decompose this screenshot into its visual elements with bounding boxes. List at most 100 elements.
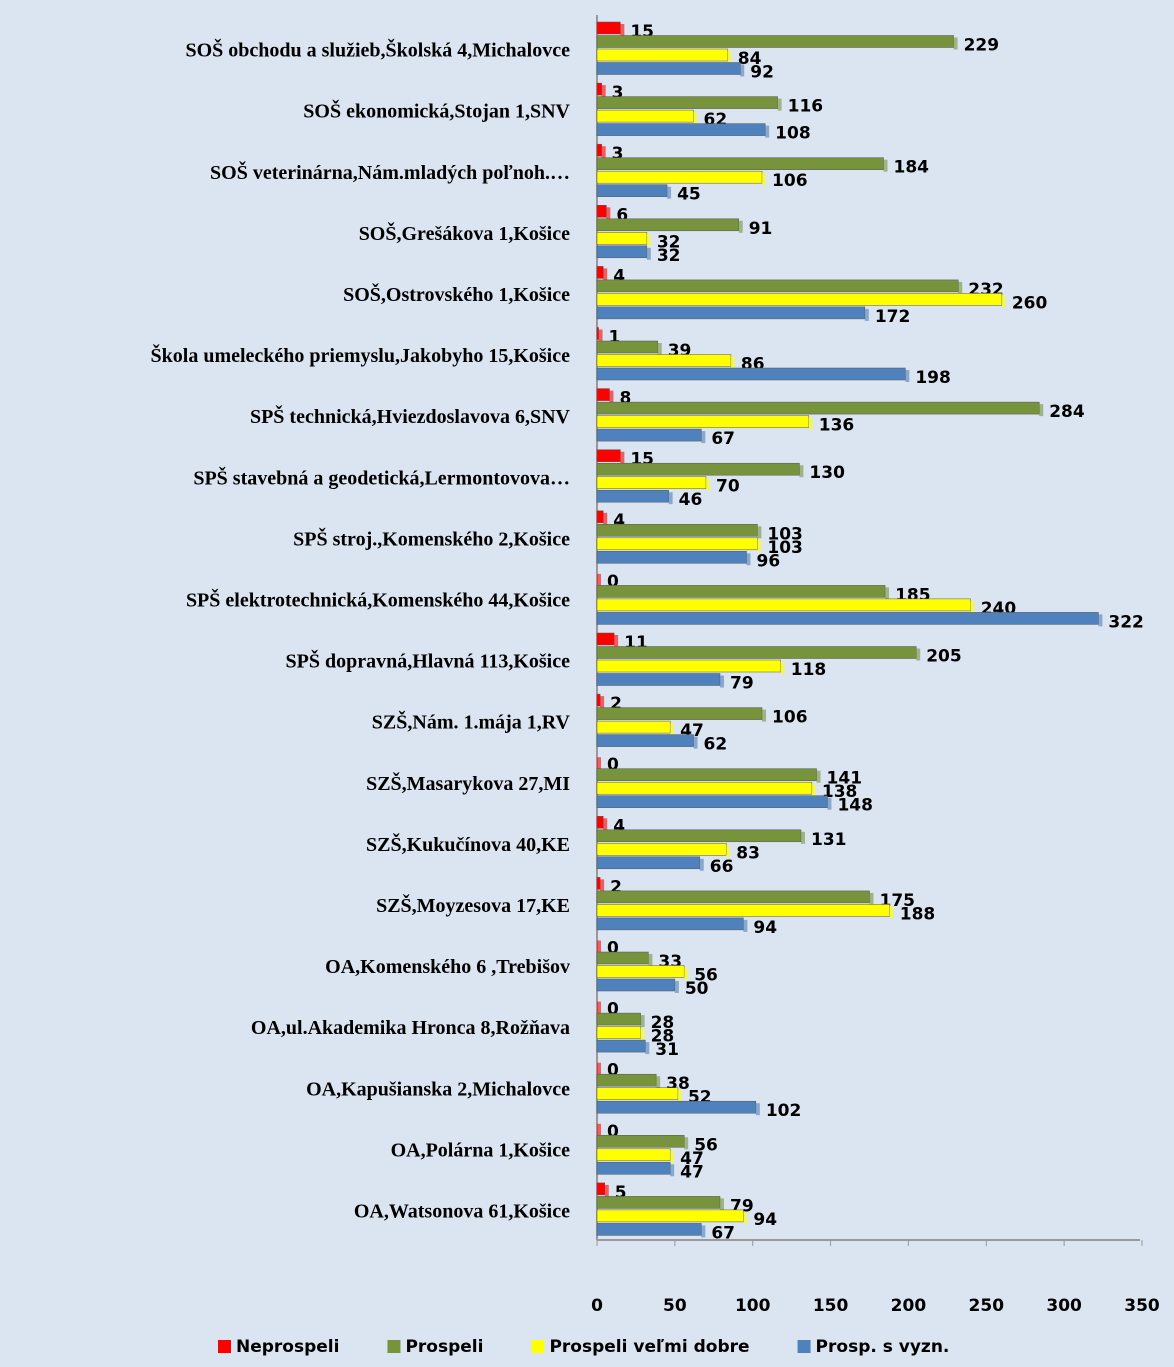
bar <box>596 917 744 931</box>
bar <box>596 143 602 157</box>
data-label: 56 <box>694 966 718 986</box>
data-label: 108 <box>775 124 811 144</box>
bar-depth <box>699 858 704 871</box>
bar <box>596 856 701 870</box>
bar-depth <box>646 247 651 260</box>
bar <box>596 890 870 904</box>
data-label: 5 <box>615 1183 627 1203</box>
bar <box>596 612 1099 625</box>
bar <box>596 1148 671 1162</box>
bar-depth <box>816 770 821 783</box>
bar-depth <box>727 51 732 63</box>
bar-depth <box>601 146 606 159</box>
bar <box>596 306 866 320</box>
bar-depth <box>762 173 767 186</box>
bar <box>596 510 604 524</box>
bar-depth <box>701 1225 706 1238</box>
x-tick-label: 0 <box>591 1296 603 1316</box>
bar-depth <box>600 696 605 709</box>
bar-depth <box>701 431 706 444</box>
x-tick-label: 300 <box>1046 1296 1082 1316</box>
bar-depth <box>609 390 614 403</box>
bar-depth <box>743 919 748 932</box>
bar <box>596 768 817 781</box>
category-label: SOŠ veterinárna,Nám.mladých poľnoh.… <box>210 160 570 184</box>
bar <box>596 21 621 35</box>
legend-swatch <box>218 1340 231 1353</box>
bar <box>596 1162 671 1175</box>
bar-depth <box>645 1042 650 1055</box>
bar-depth <box>1039 404 1044 417</box>
bar <box>596 293 1003 306</box>
data-label: 62 <box>704 735 728 755</box>
data-label: 56 <box>694 1135 718 1155</box>
bar-depth <box>777 98 782 111</box>
data-label: 94 <box>753 1210 777 1230</box>
data-label: 103 <box>767 524 803 544</box>
bar <box>596 978 676 992</box>
bar-depth <box>597 757 601 770</box>
data-label: 32 <box>657 246 681 266</box>
bar <box>596 462 800 476</box>
bar <box>596 109 694 123</box>
bar-depth <box>684 967 689 980</box>
data-label: 47 <box>680 1149 704 1169</box>
bar <box>596 951 649 965</box>
bar-depth <box>1098 614 1103 627</box>
data-label: 92 <box>750 63 774 83</box>
bar-depth <box>614 635 619 647</box>
legend-label: Prospeli <box>405 1337 483 1357</box>
bar <box>596 707 763 720</box>
category-label: Škola umeleckého priemyslu,Jakobyho 15,K… <box>151 343 571 367</box>
bar-depth <box>668 492 673 505</box>
data-label: 6 <box>616 205 628 225</box>
category-label: SOŠ,Ostrovského 1,Košice <box>343 282 570 306</box>
bar-depth <box>780 662 785 674</box>
bar-depth <box>720 1198 725 1211</box>
data-label: 1 <box>609 328 621 348</box>
bar-depth <box>598 329 603 342</box>
bar-depth <box>693 112 698 125</box>
data-label: 198 <box>915 368 951 388</box>
bar-depth <box>883 159 888 172</box>
data-label: 28 <box>651 1027 675 1047</box>
bar <box>596 795 828 808</box>
category-label: SPŠ elektrotechnická,Komenského 44,Košic… <box>186 587 570 611</box>
category-label: SZŠ,Moyzesova 17,KE <box>376 893 570 917</box>
data-label: 94 <box>753 918 777 938</box>
category-label: SOŠ obchodu a služieb,Školská 4,Michalov… <box>185 38 570 62</box>
bar <box>596 1182 606 1196</box>
bar <box>596 1135 685 1148</box>
bar-depth <box>646 234 651 247</box>
legend-swatch <box>797 1340 811 1353</box>
bar-depth <box>746 553 751 566</box>
data-label: 84 <box>738 49 762 69</box>
bar <box>596 673 721 686</box>
bar <box>596 1209 744 1223</box>
data-label: 205 <box>926 647 962 667</box>
data-label: 28 <box>651 1013 675 1033</box>
data-label: 2 <box>610 694 622 714</box>
bar <box>596 904 890 917</box>
x-tick-label: 200 <box>891 1296 927 1316</box>
data-label: 70 <box>716 477 740 497</box>
data-label: 32 <box>657 232 681 252</box>
data-label: 50 <box>685 979 709 999</box>
legend-swatch <box>531 1340 545 1353</box>
data-label: 322 <box>1108 612 1144 632</box>
data-label: 67 <box>711 1223 735 1243</box>
bar <box>596 327 599 340</box>
data-label: 96 <box>756 551 780 571</box>
x-tick-label: 100 <box>735 1296 771 1316</box>
bar <box>596 1026 641 1039</box>
bar <box>596 632 615 646</box>
bar <box>596 205 607 218</box>
bar-depth <box>765 125 770 138</box>
category-label: SPŠ dopravná,Hlavná 113,Košice <box>286 649 571 673</box>
bar-depth <box>869 892 874 905</box>
bar <box>596 170 763 184</box>
data-label: 3 <box>612 83 624 103</box>
data-label: 103 <box>767 538 803 558</box>
